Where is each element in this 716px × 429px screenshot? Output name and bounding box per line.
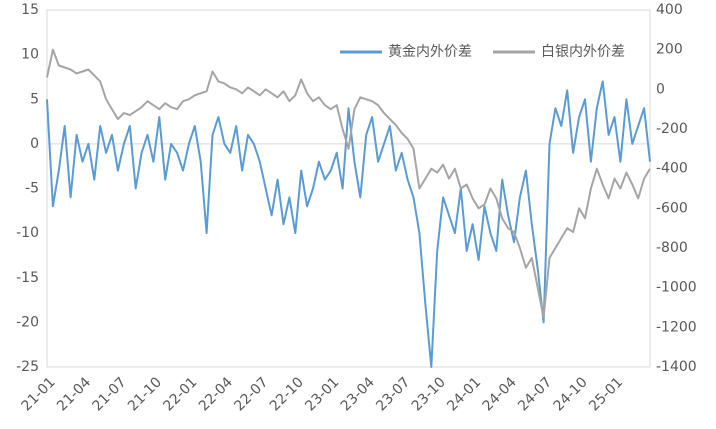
x-tick-label: 21-10 <box>125 374 165 414</box>
y-tick-label: 0 <box>30 136 39 152</box>
y-tick-label: 5 <box>30 91 39 107</box>
y2-tick-label: -400 <box>656 161 688 177</box>
x-tick-label: 25-01 <box>586 374 626 414</box>
legend-label: 黄金内外价差 <box>388 43 472 60</box>
series-line <box>46 48 651 319</box>
legend-label: 白银内外价差 <box>541 44 625 60</box>
y-tick-label: -25 <box>16 359 39 375</box>
y-tick-label: -10 <box>16 225 39 241</box>
y2-tick-label: 200 <box>656 42 683 58</box>
x-tick-label: 23-01 <box>302 374 342 414</box>
y-tick-label: 10 <box>21 47 39 63</box>
x-tick-label: 21-07 <box>90 374 130 414</box>
x-tick-label: 21-01 <box>19 374 59 414</box>
y2-tick-label: -600 <box>656 200 688 216</box>
x-tick-label: 24-07 <box>515 374 555 414</box>
y2-tick-label: -200 <box>656 121 688 137</box>
x-tick-label: 22-07 <box>231 374 271 414</box>
x-tick-label: 21-04 <box>54 374 94 414</box>
y2-tick-label: -1200 <box>656 319 697 335</box>
plot-frame <box>46 9 651 368</box>
y-tick-label: 15 <box>21 2 39 18</box>
series-line <box>46 80 651 368</box>
y2-tick-label: 0 <box>656 81 665 97</box>
y2-tick-label: -1000 <box>656 280 697 296</box>
y-tick-label: -15 <box>16 270 39 286</box>
y-tick-label: -5 <box>25 181 39 197</box>
y2-tick-label: -1400 <box>656 359 697 375</box>
y-tick-label: -20 <box>16 314 39 330</box>
x-tick-label: 23-04 <box>338 374 378 414</box>
y2-tick-label: -800 <box>656 240 688 256</box>
x-tick-label: 24-01 <box>444 374 484 414</box>
x-tick-label: 22-01 <box>160 374 200 414</box>
x-tick-label: 23-10 <box>409 374 449 414</box>
x-tick-label: 23-07 <box>373 374 413 414</box>
x-tick-label: 22-10 <box>267 374 307 414</box>
y2-tick-label: 400 <box>656 2 683 18</box>
x-tick-label: 24-04 <box>480 374 520 414</box>
x-tick-label: 22-04 <box>196 374 236 414</box>
x-tick-label: 24-10 <box>551 374 591 414</box>
